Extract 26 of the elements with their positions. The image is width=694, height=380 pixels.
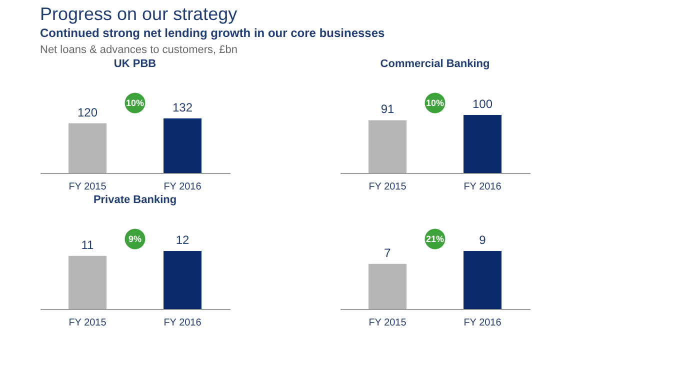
data-label: 120 (77, 105, 98, 120)
data-label: 11 (81, 238, 94, 252)
text: 9% (128, 234, 142, 244)
text: Progress on our strategy (40, 4, 238, 24)
text: Continued strong net lending growth in our core businesses (40, 26, 386, 40)
data-label: 100 (472, 97, 493, 111)
x-tick-label: FY 2016 (164, 318, 202, 328)
text: 21% (426, 234, 444, 244)
data-label: 9 (479, 233, 486, 247)
chart-title: Private Banking (93, 194, 177, 206)
x-tick-label: FY 2016 (464, 182, 502, 192)
data-label: 132 (172, 100, 193, 114)
data-label: 7 (384, 246, 392, 260)
x-tick-label: FY 2016 (464, 318, 502, 328)
text: 10% (126, 98, 144, 108)
text: Net loans & advances to customers, £bn (40, 44, 238, 56)
chart-title: UK PBB (114, 58, 156, 70)
chart-title: Commercial Banking (380, 58, 490, 70)
x-tick-label: FY 2015 (368, 318, 407, 328)
text: 10% (426, 98, 444, 108)
data-label: 12 (176, 233, 190, 247)
x-tick-label: FY 2015 (68, 182, 107, 192)
x-tick-label: FY 2016 (164, 182, 202, 192)
x-tick-label: FY 2015 (368, 182, 407, 192)
data-label: 91 (380, 102, 394, 116)
x-tick-label: FY 2015 (68, 318, 107, 328)
